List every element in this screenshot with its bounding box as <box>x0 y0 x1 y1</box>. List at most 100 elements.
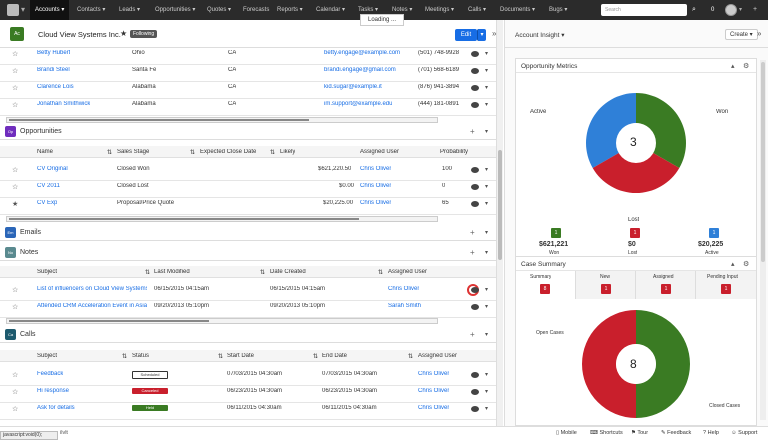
column-header[interactable]: Sales Stage <box>117 149 150 155</box>
right-scrollbar[interactable] <box>760 60 766 420</box>
nav-menu-caret-icon[interactable]: ▾ <box>21 5 26 14</box>
footer-mobile[interactable]: ▯ Mobile <box>556 430 577 436</box>
column-header[interactable]: Assigned User <box>418 353 458 359</box>
favorite-star-icon[interactable]: ☆ <box>12 102 19 109</box>
opportunity-name-link[interactable]: CV Original <box>37 166 68 172</box>
opportunity-name-link[interactable]: CV Exp <box>37 200 58 206</box>
nav-item-calendar[interactable]: Calendar ▾ <box>316 7 346 13</box>
call-subject-link[interactable]: Feedback <box>37 371 64 377</box>
preview-eye-icon[interactable] <box>471 51 479 57</box>
column-header[interactable]: Status <box>132 353 150 359</box>
following-badge[interactable]: Following <box>130 30 158 38</box>
subpanel-actions-caret-icon[interactable]: ▾ <box>485 129 489 135</box>
contact-email-link[interactable]: brandi.engage@gmail.com <box>324 67 396 73</box>
gear-icon[interactable]: ⚙ <box>743 63 750 70</box>
preview-eye-icon[interactable] <box>471 406 479 412</box>
footer-support[interactable]: ☺ Support <box>731 430 758 436</box>
column-header[interactable]: Name <box>37 149 54 155</box>
nav-item-bugs[interactable]: Bugs ▾ <box>549 7 568 13</box>
row-actions-caret-icon[interactable]: ▾ <box>485 406 489 412</box>
preview-eye-icon[interactable] <box>471 68 479 74</box>
row-actions-caret-icon[interactable]: ▾ <box>485 389 489 395</box>
row-actions-caret-icon[interactable]: ▾ <box>485 51 489 57</box>
sort-icon[interactable]: ⇅ <box>107 150 113 156</box>
horizontal-scrollbar[interactable] <box>6 318 438 324</box>
main-vertical-scrollbar[interactable] <box>496 20 503 426</box>
row-actions-caret-icon[interactable]: ▾ <box>485 201 489 207</box>
nav-item-quotes[interactable]: Quotes ▾ <box>207 7 232 13</box>
closed-cases-slice[interactable] <box>636 310 690 418</box>
assigned-user-link[interactable]: Chris Oliver <box>360 200 392 206</box>
note-subject-link[interactable]: List of influencers on Cloud View System… <box>37 286 147 292</box>
preview-eye-icon[interactable] <box>471 184 479 190</box>
favorite-star-icon[interactable]: ☆ <box>12 406 19 413</box>
row-actions-caret-icon[interactable]: ▾ <box>485 184 489 190</box>
won-slice[interactable] <box>636 93 686 168</box>
assigned-user-link[interactable]: Chris Oliver <box>418 405 450 411</box>
global-search-input[interactable]: Search <box>601 4 687 16</box>
sort-icon[interactable]: ⇅ <box>313 354 319 360</box>
add-icon[interactable]: + <box>470 330 475 339</box>
column-header[interactable]: Subject <box>37 353 58 359</box>
edit-button[interactable]: Edit <box>455 29 477 41</box>
nav-item-documents[interactable]: Documents ▾ <box>500 7 536 13</box>
preview-eye-icon[interactable] <box>471 389 479 395</box>
user-menu-caret-icon[interactable]: ▾ <box>739 7 743 13</box>
assigned-user-link[interactable]: Chris Oliver <box>360 183 392 189</box>
column-header[interactable]: Subject <box>37 269 58 275</box>
favorite-star-icon[interactable]: ☆ <box>12 184 19 191</box>
edit-dropdown-caret-icon[interactable]: ▾ <box>477 29 486 41</box>
notification-count[interactable]: 0 <box>711 7 715 13</box>
nav-item-accounts[interactable]: Accounts ▾ <box>30 0 70 20</box>
column-header[interactable]: Expected Close Date <box>200 149 257 155</box>
preview-eye-icon[interactable] <box>471 167 479 173</box>
nav-item-reports[interactable]: Reports ▾ <box>277 7 303 13</box>
add-icon[interactable]: + <box>470 248 475 257</box>
emails-subpanel-header[interactable]: Em Emails + ▾ <box>0 225 496 241</box>
assigned-user-link[interactable]: Sarah Smith <box>388 303 422 309</box>
preview-eye-icon[interactable] <box>471 201 479 207</box>
horizontal-scrollbar[interactable] <box>6 216 438 222</box>
dashboard-title[interactable]: Account Insight ▾ <box>515 32 565 39</box>
subpanel-actions-caret-icon[interactable]: ▾ <box>485 250 489 256</box>
column-header[interactable]: Start Date <box>227 353 255 359</box>
notes-subpanel-header[interactable]: No Notes + ▾ <box>0 245 496 261</box>
favorite-star-icon[interactable]: ☆ <box>12 372 19 379</box>
sort-icon[interactable]: ⇅ <box>190 150 196 156</box>
contact-email-link[interactable]: betty.engage@example.com <box>324 50 401 56</box>
row-actions-caret-icon[interactable]: ▾ <box>485 372 489 378</box>
tab-assigned[interactable]: Assigned 1 <box>636 271 696 299</box>
nav-item-contacts[interactable]: Contacts ▾ <box>77 7 106 13</box>
nav-item-notes[interactable]: Notes ▾ <box>392 7 413 13</box>
nav-item-calls[interactable]: Calls ▾ <box>468 7 487 13</box>
footer-shortcuts[interactable]: ⌨ Shortcuts <box>590 430 623 436</box>
footer-feedback[interactable]: ✎ Feedback <box>661 430 692 436</box>
sort-icon[interactable]: ⇅ <box>122 354 128 360</box>
favorite-star-icon[interactable]: ☆ <box>12 68 19 75</box>
column-header[interactable]: Assigned User <box>388 269 428 275</box>
app-logo[interactable] <box>7 4 19 16</box>
user-avatar[interactable] <box>725 4 737 16</box>
assigned-user-link[interactable]: Chris Oliver <box>360 166 392 172</box>
lost-slice[interactable] <box>592 152 680 193</box>
favorite-star-icon[interactable]: ★ <box>120 29 128 38</box>
active-slice[interactable] <box>586 93 636 168</box>
nav-item-tasks[interactable]: Tasks ▾ <box>358 7 379 13</box>
call-subject-link[interactable]: Ask for details <box>37 405 75 411</box>
preview-eye-icon[interactable] <box>471 287 479 293</box>
contact-name-link[interactable]: Brandi Steel <box>37 67 70 73</box>
nav-item-meetings[interactable]: Meetings ▾ <box>425 7 455 13</box>
add-icon[interactable]: + <box>470 228 475 237</box>
row-actions-caret-icon[interactable]: ▾ <box>485 102 489 108</box>
contact-name-link[interactable]: Betty Hubert <box>37 50 71 56</box>
sort-icon[interactable]: ⇅ <box>218 354 224 360</box>
footer-tour[interactable]: ⚑ Tour <box>631 430 649 436</box>
opportunity-name-link[interactable]: CV 2011 <box>37 183 60 189</box>
preview-eye-icon[interactable] <box>471 304 479 310</box>
toggle-sidebar-icon[interactable]: » <box>492 29 497 38</box>
favorite-star-icon[interactable]: ☆ <box>12 85 19 92</box>
note-subject-link[interactable]: Attended CRM Acceleration Event in Asia <box>37 303 147 309</box>
footer-help[interactable]: ? Help <box>703 430 719 436</box>
opportunities-subpanel-header[interactable]: Op Opportunities + ▾ <box>0 124 496 140</box>
gear-icon[interactable]: ⚙ <box>743 261 750 268</box>
